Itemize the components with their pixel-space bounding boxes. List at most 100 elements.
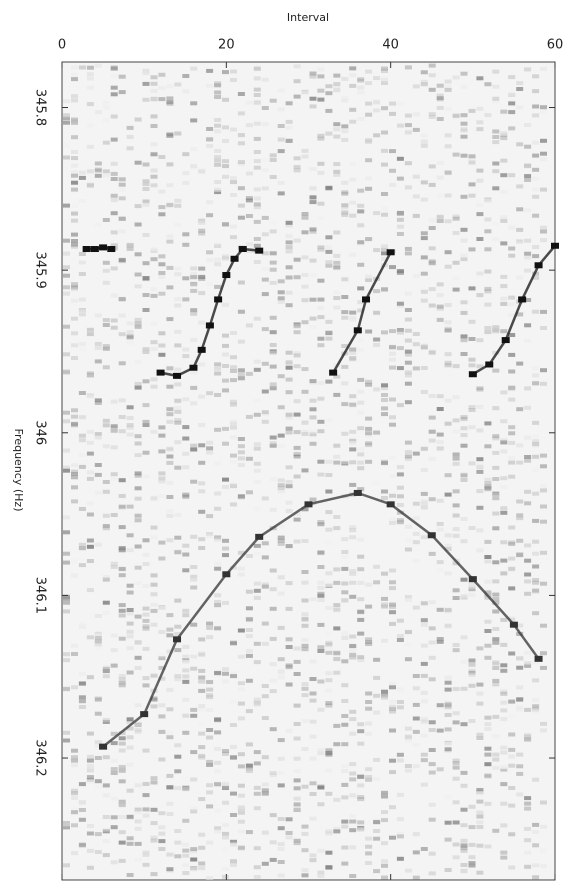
noise-cell [333, 626, 341, 631]
noise-cell [492, 327, 500, 332]
noise-cell [261, 168, 269, 172]
noise-cell [325, 540, 333, 545]
noise-cell [182, 863, 190, 868]
noise-cell [460, 71, 468, 76]
noise-cell [118, 741, 126, 746]
noise-cell [142, 81, 150, 86]
noise-cell [436, 407, 444, 411]
noise-cell [78, 563, 86, 568]
noise-cell [277, 873, 285, 878]
noise-cell [428, 73, 436, 78]
noise-cell [412, 451, 420, 456]
noise-cell [301, 90, 309, 95]
noise-cell [484, 326, 492, 330]
noise-cell [452, 596, 460, 600]
noise-cell [102, 838, 110, 843]
noise-cell [285, 728, 293, 733]
noise-cell [253, 76, 261, 81]
noise-cell [102, 280, 110, 285]
noise-cell [357, 426, 365, 431]
noise-cell [253, 205, 261, 210]
noise-cell [492, 368, 500, 373]
noise-cell [428, 438, 436, 443]
x-tick-label: 0 [58, 38, 66, 53]
noise-cell [63, 449, 70, 454]
noise-cell [269, 175, 277, 179]
noise-cell [253, 806, 261, 811]
noise-cell [365, 274, 373, 279]
noise-cell [532, 439, 540, 444]
noise-cell [277, 538, 285, 543]
noise-cell [222, 174, 229, 179]
noise-cell [508, 865, 516, 870]
noise-cell [94, 472, 102, 477]
noise-cell [540, 66, 547, 71]
noise-cell [118, 736, 126, 741]
noise-cell [325, 319, 333, 324]
noise-cell [476, 736, 484, 740]
noise-cell [333, 172, 341, 177]
noise-cell [261, 716, 269, 720]
noise-cell [285, 240, 293, 245]
noise-cell [301, 868, 309, 873]
noise-cell [63, 143, 70, 148]
noise-cell [126, 836, 134, 841]
noise-cell [237, 805, 245, 810]
noise-cell [230, 180, 237, 185]
noise-cell [222, 874, 229, 879]
noise-cell [78, 433, 86, 438]
noise-cell [309, 792, 317, 796]
noise-cell [381, 256, 388, 261]
noise-cell [245, 830, 253, 835]
noise-cell [150, 496, 158, 501]
noise-cell [237, 339, 245, 344]
noise-cell [206, 728, 214, 732]
noise-cell [269, 568, 277, 573]
noise-cell [237, 444, 245, 449]
noise-cell [277, 374, 285, 379]
noise-cell [373, 430, 381, 435]
noise-cell [78, 695, 86, 700]
noise-cell [285, 125, 293, 130]
noise-cell [301, 580, 309, 585]
noise-cell [492, 434, 500, 439]
noise-cell [357, 347, 365, 352]
noise-cell [420, 752, 428, 757]
noise-cell [381, 596, 388, 601]
noise-cell [492, 579, 500, 584]
noise-cell [230, 369, 237, 373]
noise-cell [301, 612, 309, 617]
noise-cell [420, 643, 428, 648]
noise-cell [71, 211, 78, 216]
noise-cell [214, 90, 222, 95]
noise-cell [516, 239, 524, 244]
noise-cell [349, 525, 357, 530]
noise-cell [309, 379, 317, 383]
noise-cell [341, 460, 349, 465]
noise-cell [349, 652, 357, 657]
noise-cell [341, 714, 349, 718]
noise-cell [524, 543, 532, 548]
noise-cell [158, 271, 166, 275]
noise-cell [190, 337, 198, 342]
noise-cell [476, 528, 484, 533]
noise-cell [277, 279, 285, 284]
noise-cell [182, 644, 190, 649]
noise-cell [214, 284, 222, 289]
noise-cell [460, 770, 468, 775]
noise-cell [508, 651, 516, 656]
noise-cell [460, 838, 468, 843]
noise-cell [460, 352, 468, 356]
noise-cell [269, 343, 277, 347]
noise-cell [420, 139, 428, 144]
noise-cell [516, 460, 524, 465]
noise-cell [142, 182, 150, 187]
noise-cell [396, 618, 404, 623]
noise-cell [253, 219, 261, 224]
noise-cell [142, 179, 150, 184]
noise-cell [94, 313, 102, 318]
noise-cell [373, 757, 381, 762]
noise-cell [389, 704, 396, 709]
noise-cell [532, 439, 540, 444]
track-cell [468, 576, 477, 583]
